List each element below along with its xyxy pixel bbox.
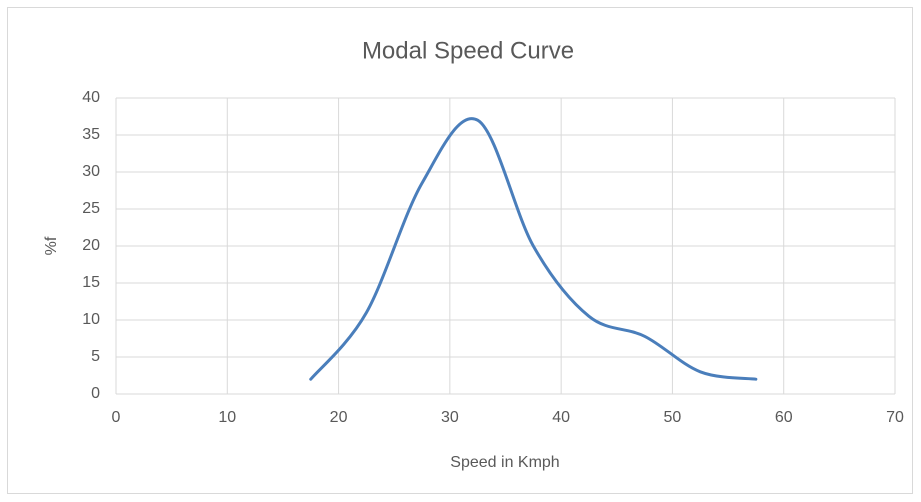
x-tick-label: 20 [330, 409, 348, 426]
y-tick-label: 10 [82, 311, 100, 328]
y-tick-label: 30 [82, 163, 100, 180]
x-tick-label: 30 [441, 409, 459, 426]
x-tick-label: 70 [886, 409, 904, 426]
chart-border [7, 7, 913, 494]
y-tick-label: 0 [91, 385, 100, 402]
x-tick-label: 40 [552, 409, 570, 426]
y-tick-label: 40 [82, 89, 100, 106]
x-tick-label: 10 [218, 409, 236, 426]
y-tick-label: 20 [82, 237, 100, 254]
x-tick-label: 0 [112, 409, 121, 426]
chart-title: Modal Speed Curve [362, 37, 574, 64]
y-tick-label: 15 [82, 274, 100, 291]
series-line [309, 117, 758, 381]
x-tick-label: 50 [664, 409, 682, 426]
y-tick-label: 5 [91, 348, 100, 365]
x-tick-label: 60 [775, 409, 793, 426]
y-tick-label: 25 [82, 200, 100, 217]
y-tick-label: 35 [82, 126, 100, 143]
y-axis-label: %f [43, 236, 60, 255]
x-axis-label: Speed in Kmph [450, 454, 559, 471]
